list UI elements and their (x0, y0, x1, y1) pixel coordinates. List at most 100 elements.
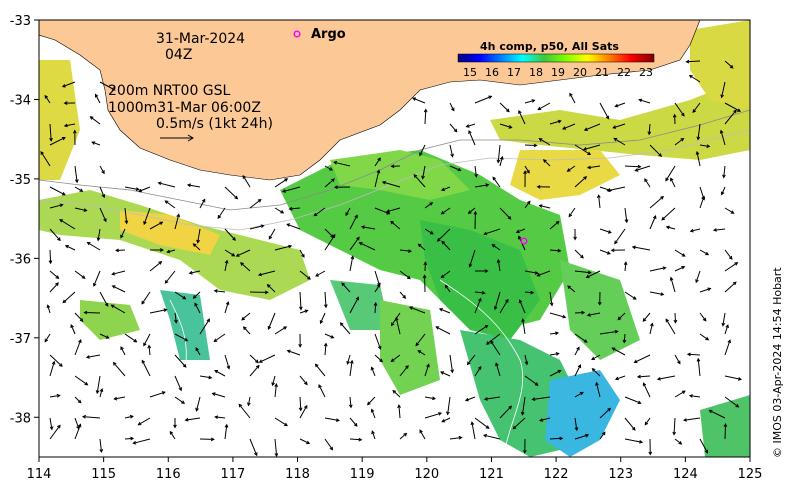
current-vector-head (523, 170, 527, 175)
current-vector (114, 396, 126, 400)
current-vector (441, 270, 451, 278)
current-vector-head (371, 430, 375, 435)
current-vector-head (408, 249, 413, 253)
current-vector-head (581, 310, 586, 315)
current-vector (299, 249, 305, 258)
current-vector (124, 333, 137, 343)
current-vector-head (341, 282, 345, 287)
current-vector (124, 415, 134, 419)
current-vector-head (533, 143, 538, 148)
current-vector (599, 330, 618, 335)
current-vector (399, 249, 412, 252)
current-vector (40, 151, 51, 167)
current-vector (644, 417, 651, 425)
current-vector (624, 417, 636, 431)
current-vector (441, 207, 451, 215)
colorbar-ticks: 15 16 17 18 19 20 21 22 23 (463, 66, 653, 79)
current-vector (74, 424, 81, 440)
current-vector (95, 94, 101, 104)
current-vector (274, 178, 288, 188)
current-vector (299, 438, 310, 444)
lon-tick-label: 120 (414, 467, 439, 482)
current-vector-head (723, 422, 728, 427)
current-vector-head (672, 431, 677, 436)
current-vector (65, 245, 76, 251)
argo-float-marker[interactable] (520, 237, 528, 245)
current-vector (44, 333, 51, 342)
colorbar-title: 4h comp, p50, All Sats (480, 40, 619, 53)
current-vector-head (446, 411, 450, 416)
current-vector (469, 249, 476, 267)
current-vector-head (120, 346, 124, 351)
current-vector (449, 102, 455, 111)
current-vector-head (652, 215, 657, 220)
current-vector (116, 249, 126, 251)
current-vector (722, 312, 726, 326)
current-vector (441, 186, 451, 191)
current-vector-head (727, 339, 731, 344)
current-vector-head (686, 352, 691, 357)
current-vector (196, 396, 201, 411)
current-vector-head (688, 74, 693, 79)
current-vector (494, 291, 501, 310)
current-vector (449, 437, 462, 440)
current-vector-head (483, 397, 488, 401)
current-vector-head (55, 275, 60, 279)
current-vector-head (161, 391, 166, 395)
current-vector (424, 412, 442, 419)
current-vector-head (569, 92, 573, 97)
current-vector-head (573, 236, 577, 241)
current-vector (141, 360, 151, 377)
current-vector-head (345, 212, 349, 217)
lat-tick-label: -35 (10, 173, 31, 188)
current-vector-head (708, 409, 713, 414)
current-vector-head (188, 270, 193, 275)
current-vector (195, 347, 201, 356)
current-vector-head (648, 451, 653, 456)
current-vector (632, 246, 651, 251)
current-vector-head (440, 371, 445, 375)
current-vector (439, 308, 451, 314)
current-vector (624, 262, 627, 272)
current-vector-head (429, 231, 434, 235)
colorbar-tick-label: 22 (617, 66, 631, 79)
current-vector-head (301, 253, 305, 258)
current-vector (315, 270, 326, 277)
current-vector-head (339, 322, 344, 327)
current-vector-head (485, 183, 490, 187)
current-vector (64, 123, 76, 127)
current-vector-head (89, 116, 94, 120)
current-vector (259, 354, 276, 363)
current-vector (724, 60, 734, 69)
current-vector-head (605, 115, 610, 120)
current-vector (349, 396, 352, 408)
current-vector (241, 312, 251, 321)
current-vector-head (574, 427, 579, 432)
current-vector-head (61, 83, 66, 88)
colorbar-tick-label: 23 (639, 66, 653, 79)
current-vector (240, 262, 251, 272)
current-vector-head (426, 363, 430, 368)
current-vector-head (585, 274, 590, 279)
current-vector (249, 354, 259, 363)
current-vector-head (441, 240, 446, 245)
current-vector (524, 165, 530, 174)
current-vector (374, 354, 383, 362)
current-vector (349, 237, 360, 251)
current-vector (574, 176, 587, 188)
current-vector (612, 347, 626, 356)
current-vector-head (298, 407, 303, 412)
lon-tick-label: 116 (156, 467, 181, 482)
current-vector-head (62, 299, 67, 304)
current-vector (613, 137, 626, 146)
current-vector-head (169, 430, 174, 435)
current-vector (699, 144, 710, 147)
current-vector (524, 270, 538, 274)
current-vector (595, 382, 601, 398)
current-vector (99, 438, 102, 453)
current-vector (141, 291, 151, 305)
current-vector-head (124, 220, 129, 225)
current-vector-head (349, 359, 354, 364)
current-vector (49, 123, 52, 141)
